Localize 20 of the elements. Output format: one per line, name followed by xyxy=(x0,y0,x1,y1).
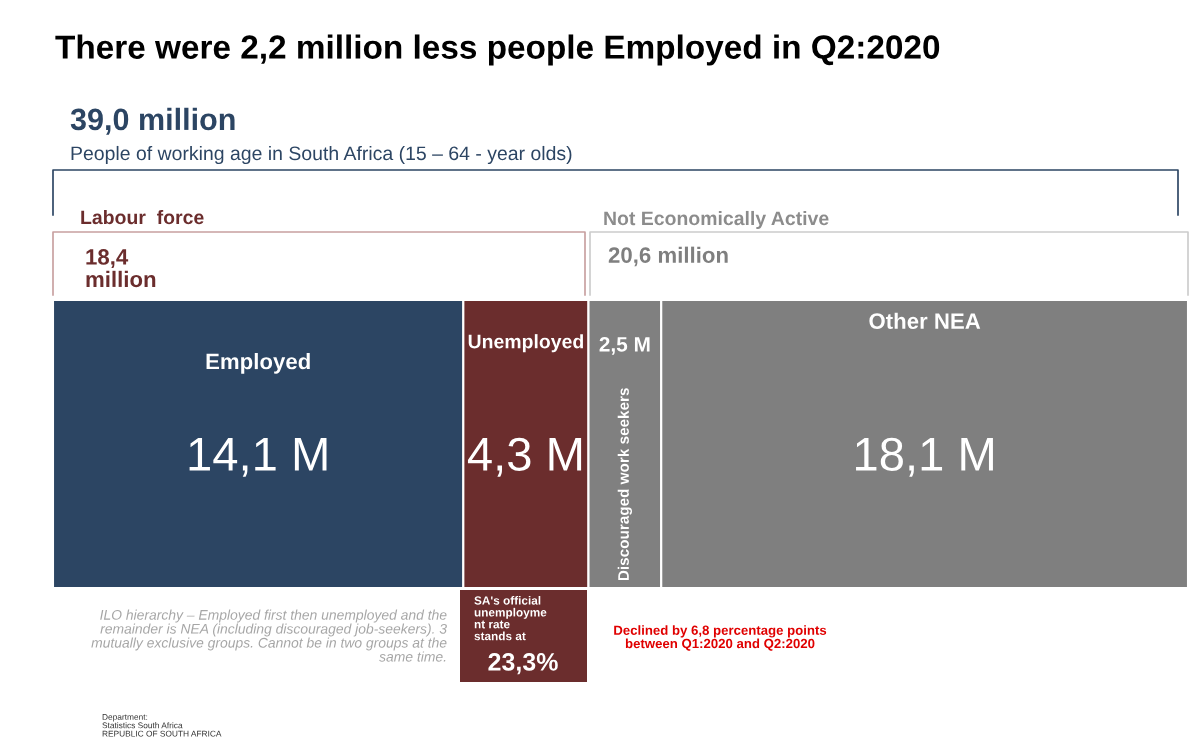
text: Declined by 6,8 percentage points between Q1:2020 and Q2:2020 xyxy=(614,625,827,651)
data-label: 2,5 M xyxy=(599,336,650,355)
text: ILO hierarchy – Employed first then unemployed and the remainder is NEA (including discouraged job-seekers). 3 mutually exclusive groups. Cannot be in two groups at the same time. xyxy=(91,609,447,662)
text: 23,3% xyxy=(488,653,558,675)
series-label: Other NEA xyxy=(869,312,981,330)
text: Labour force xyxy=(81,209,204,225)
series-label: Discouraged work seekers xyxy=(617,388,633,581)
data-label: 18,1 M xyxy=(856,437,993,477)
text: 18,4 million xyxy=(86,249,156,288)
chart-title: There were 2,2 million less people Employed in Q2:2020 xyxy=(55,34,940,66)
series-label: Unemployed xyxy=(468,334,583,353)
text: SA's official unemployme nt rate stands at xyxy=(474,596,547,641)
data-label: 14,1 M xyxy=(189,438,327,477)
text: Not Economically Active xyxy=(604,210,829,230)
text: People of working age in South Africa (15 – 64 - year olds) xyxy=(71,145,572,165)
series-label: Employed xyxy=(206,353,310,374)
data-label: 4,3 M xyxy=(467,437,582,477)
text: 20,6 million xyxy=(608,246,728,267)
text: 39,0 million xyxy=(70,107,235,135)
text: Department: Statistics South Africa REPUBLIC OF SOUTH AFRICA xyxy=(102,714,222,737)
